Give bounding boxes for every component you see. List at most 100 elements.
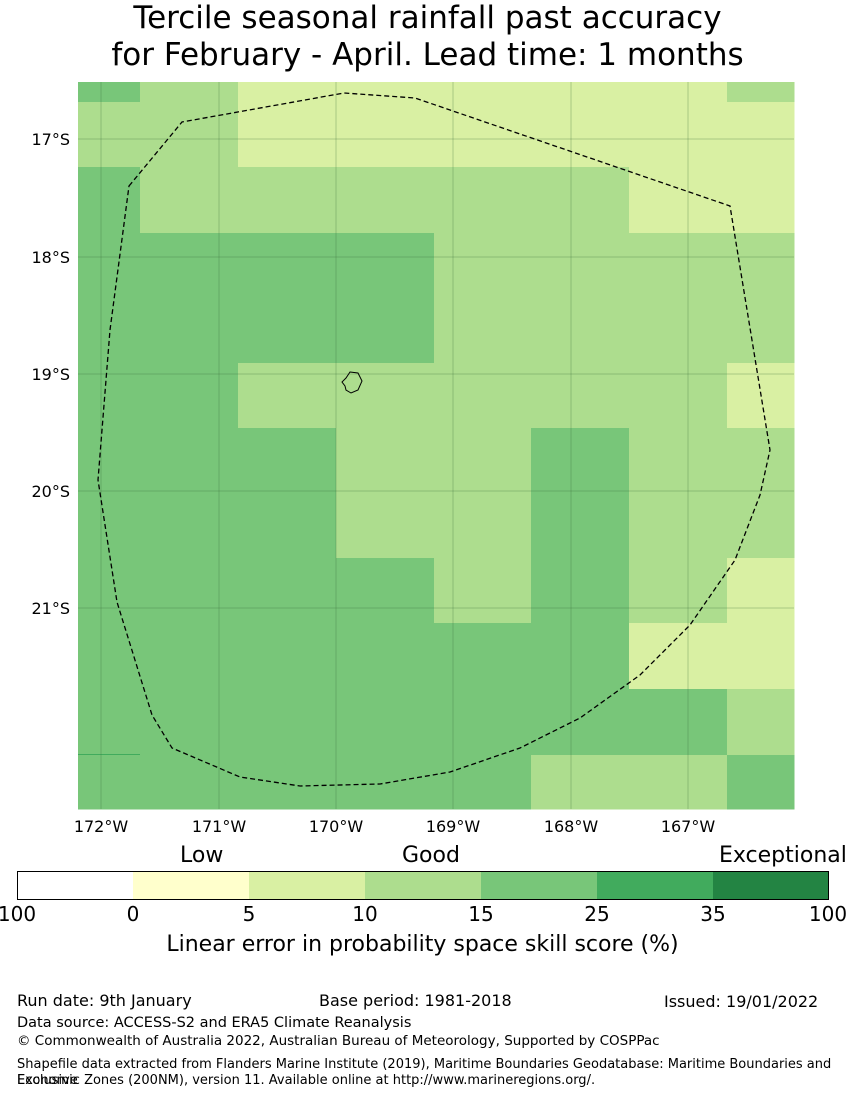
colorbar-swatch-4 [481,871,597,900]
grid-cell [629,689,728,755]
colorbar-swatch-3 [365,871,481,900]
grid-cell [140,558,239,624]
eez-boundary [97,92,771,787]
latitude-label: 18°S [31,248,70,267]
grid-cell [140,363,239,429]
grid-cell [336,623,435,690]
grid-cell [434,82,532,103]
grid-cell [629,298,728,364]
graticule [78,82,794,809]
grid-cell [531,755,630,810]
grid-cell [336,167,435,234]
latitude-label: 19°S [31,365,70,384]
grid-cell [434,623,532,690]
grid-cell [238,623,337,690]
grid-cell [727,493,795,559]
grid-cell [336,493,435,559]
grid-cell [238,363,337,429]
latitude-labels: 17°S 18°S 19°S 20°S 21°S [31,130,70,618]
colorbar-tick: 0 [126,902,140,926]
grid-cell [336,298,435,364]
category-good: Good [402,843,460,868]
grid-cell [78,558,141,624]
grid-cell [434,755,532,810]
grid-cell [238,558,337,624]
grid-cell [238,428,337,494]
grid-cell [629,493,728,559]
longitude-label: 169°W [426,817,481,836]
grid-cell [78,167,141,234]
map-title-line1: Tercile seasonal rainfall past accuracy [133,0,722,36]
grid-cell [629,167,728,234]
grid-cell [629,755,728,810]
grid-cell [140,755,239,810]
grid-cell [140,493,239,559]
category-exceptional: Exceptional [719,843,847,868]
grid-cell [531,167,630,234]
grid-cell [78,233,141,299]
colorbar-tick: 100 [0,902,37,926]
grid-cell [140,754,239,756]
grid-cell [727,558,795,624]
grid-cell [727,298,795,364]
grid-cell [727,233,795,299]
grid-cell [140,233,239,299]
grid-cell [238,754,337,756]
grid-cell [140,623,239,690]
grid-cell [78,755,141,810]
grid-cell [531,102,630,168]
grid-cell [336,754,435,756]
grid-cell [434,298,532,364]
colorbar-tick: 25 [584,902,610,926]
grid-cell [78,689,141,755]
grid-cell [531,363,630,429]
colorbar-swatch-2 [249,871,365,900]
colorbar-swatch-5 [597,871,713,900]
grid-cell [238,493,337,559]
grid-cell [238,298,337,364]
colorbar-label: Linear error in probability space skill … [166,932,679,957]
grid-cell [336,558,435,624]
grid-cell [336,233,435,299]
grid-cell [434,558,532,624]
grid-cell [531,82,630,103]
grid-cell [78,82,141,103]
grid-cell [727,82,795,103]
copyright: © Commonwealth of Australia 2022, Austra… [17,1033,660,1049]
category-low: Low [180,843,224,868]
longitude-label: 168°W [544,817,599,836]
colorbar-tick: 100 [808,902,848,926]
grid-cell [336,363,435,429]
grid-cell [434,493,532,559]
run-date: Run date: 9th January [17,991,192,1010]
grid-cell [140,102,239,168]
base-period: Base period: 1981-2018 [319,991,512,1010]
grid-cell [238,167,337,234]
map-title-line2: for February - April. Lead time: 1 month… [111,37,744,73]
colorbar-swatch-0 [17,871,134,900]
grid-cell [629,82,728,103]
grid-cell [78,493,141,559]
grid-cell [336,428,435,494]
grid-cell [140,428,239,494]
colorbar-tick: 5 [242,902,256,926]
grid-cell [78,428,141,494]
grid-cell [238,233,337,299]
grid-cell [531,298,630,364]
grid-cell [336,755,435,810]
grid-cell [434,754,532,756]
grid-cell [140,82,239,103]
longitude-label: 172°W [74,817,129,836]
grid-cell [140,298,239,364]
grid-cell [629,363,728,429]
grid-cell [727,167,795,234]
longitude-labels: 172°W 171°W 170°W 169°W 168°W 167°W [74,817,716,836]
grid-cell [238,755,337,810]
grid-cell [434,167,532,234]
grid-cell [531,233,630,299]
grid-cell [336,102,435,168]
grid-cell [727,623,795,690]
longitude-label: 171°W [192,817,247,836]
grid-cell [629,558,728,624]
skill-grid [78,82,795,810]
